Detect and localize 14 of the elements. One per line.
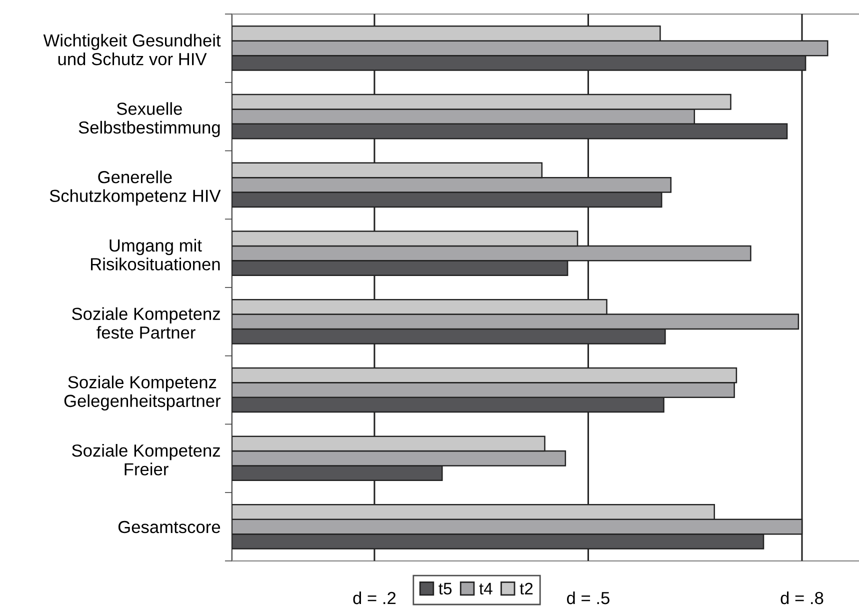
legend-label: t5 [438, 582, 452, 595]
legend-label: t4 [479, 582, 492, 595]
y-tick-label: Umgang mit Risikosituationen [91, 238, 220, 270]
y-tick-label: Soziale Kompetenz feste Partner [72, 307, 220, 339]
x-tick-label: d = .8 [780, 591, 824, 604]
y-tick-label: Soziale Kompetenz Gelegenheitspartner [64, 376, 221, 411]
y-tick-label: Wichtigkeit Gesundheit und Schutz vor HIV [43, 34, 221, 66]
y-tick-label: Sexuelle Selbstbestimmung [78, 102, 220, 138]
y-tick-label: Generelle Schutzkompetenz HIV [50, 170, 221, 206]
y-tick-label: Soziale Kompetenz Freier [72, 444, 220, 476]
legend-label: t2 [520, 582, 533, 595]
x-tick-label: d = .2 [353, 591, 396, 604]
y-tick-label: Gesamtscore [118, 520, 220, 534]
x-tick-label: d = .5 [566, 591, 610, 604]
